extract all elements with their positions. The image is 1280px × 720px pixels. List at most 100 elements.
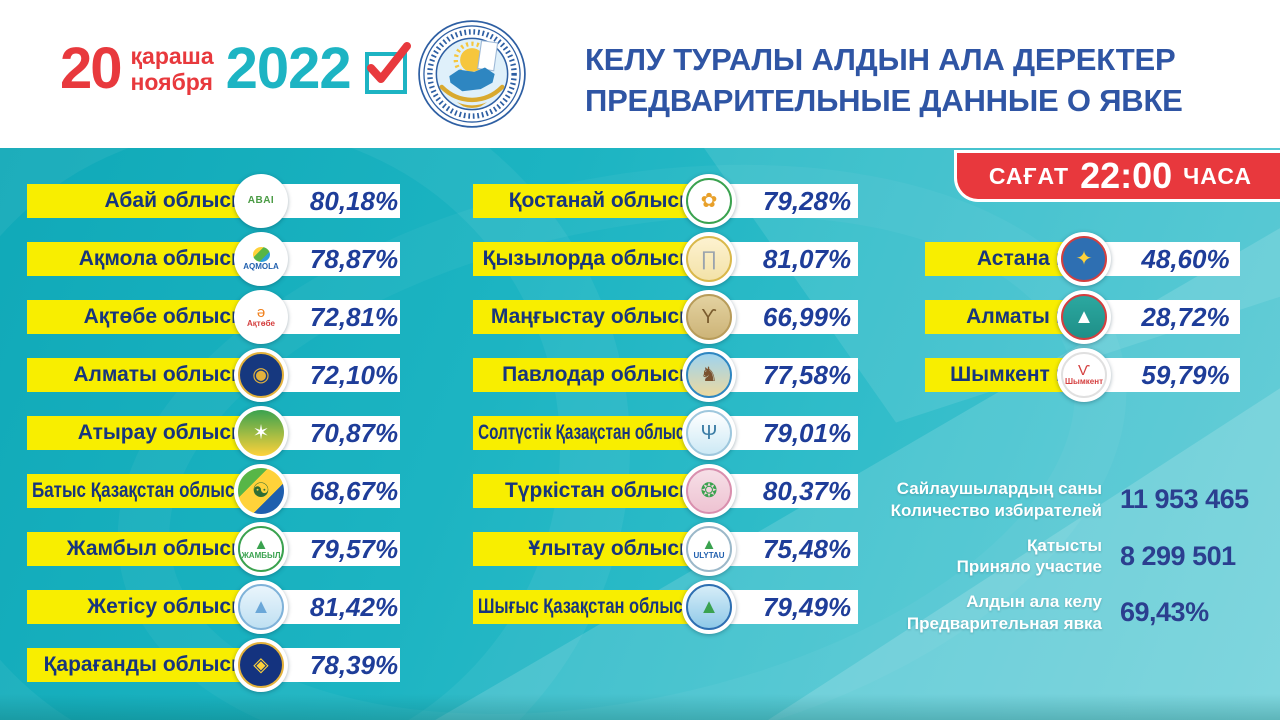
turnout-value: 72,81% bbox=[309, 301, 399, 332]
region-row: Шымкент қ. 59,79% Ѵ Шымкент bbox=[925, 348, 1240, 402]
time-badge: САҒАТ 22:00 ЧАСА bbox=[953, 150, 1280, 202]
region-name-label: Маңғыстау облысы bbox=[490, 305, 697, 328]
region-name-label: Абай облысы bbox=[104, 189, 249, 212]
turnout-value: 80,18% bbox=[309, 185, 399, 216]
date-month-kk: қараша bbox=[130, 43, 214, 69]
header-band: 20 қараша ноября 2022 bbox=[0, 0, 1280, 148]
shymkent-city-emblem: Ѵ Шымкент bbox=[1057, 348, 1111, 402]
turnout-value-bar: 77,58% bbox=[710, 358, 858, 392]
kostanay-region-emblem: ✿ bbox=[682, 174, 736, 228]
stat-value: 8 299 501 bbox=[1120, 540, 1236, 571]
turnout-value-bar: 79,49% bbox=[710, 590, 858, 624]
turnout-value: 78,39% bbox=[309, 649, 399, 680]
turnout-value: 81,07% bbox=[762, 243, 852, 274]
turnout-value: 79,01% bbox=[762, 417, 852, 448]
east-kazakhstan-region-emblem: ▲ bbox=[682, 580, 736, 634]
ballot-checkbox-icon bbox=[364, 42, 411, 94]
cities-column: Астана қ. 48,60% ✦ Алматы қ. 28,72% ▲ Шы… bbox=[925, 232, 1240, 416]
region-name-bar: Қостанай облысы bbox=[473, 184, 710, 218]
zhambyl-region-emblem: ▲ ЖАМБЫЛ bbox=[234, 522, 288, 576]
aktobe-region-emblem: ә Ақтөбе bbox=[234, 290, 288, 344]
date-month-ru: ноября bbox=[130, 69, 213, 95]
region-row: Қостанай облысы 79,28% ✿ bbox=[473, 174, 858, 228]
region-row: Маңғыстау облысы 66,99% ϒ bbox=[473, 290, 858, 344]
region-name-bar: Түркістан облысы bbox=[473, 474, 710, 508]
region-name-bar: Ұлытау облысы bbox=[473, 532, 710, 566]
turnout-value: 66,99% bbox=[762, 301, 852, 332]
region-name-bar: Қызылорда облысы bbox=[473, 242, 710, 276]
region-name-label: Қызылорда облысы bbox=[482, 247, 697, 270]
region-row: Астана қ. 48,60% ✦ bbox=[925, 232, 1240, 286]
region-name-label: Қостанай облысы bbox=[508, 189, 697, 212]
date-year: 2022 bbox=[225, 36, 352, 101]
region-name-bar: Алматы облысы bbox=[27, 358, 262, 392]
region-row: Алматы облысы 72,10% ◉ bbox=[27, 348, 400, 402]
region-row: Ақтөбе облысы 72,81% ә Ақтөбе bbox=[27, 290, 400, 344]
region-row: Павлодар облысы 77,58% ♞ bbox=[473, 348, 858, 402]
region-row: Батыс Қазақстан облысы 68,67% ☯ bbox=[27, 464, 400, 518]
region-row: Абай облысы 80,18% ABAI bbox=[27, 174, 400, 228]
stat-label-kk: Қатысты bbox=[1027, 535, 1102, 555]
turnout-value: 79,49% bbox=[762, 591, 852, 622]
region-name-bar: Ақтөбе облысы bbox=[27, 300, 262, 334]
turnout-value: 77,58% bbox=[762, 359, 852, 390]
region-name-label: Астана қ. bbox=[976, 247, 1072, 270]
region-row: Ұлытау облысы 75,48% ▲ ULYTAU bbox=[473, 522, 858, 576]
west-kazakhstan-region-emblem: ☯ bbox=[234, 464, 288, 518]
region-name-bar: Солтүстік Қазақстан облысы bbox=[473, 416, 710, 450]
pavlodar-region-emblem: ♞ bbox=[682, 348, 736, 402]
turnout-value: 68,67% bbox=[309, 475, 399, 506]
summary-stat-row: Сайлаушылардың саны Количество избирател… bbox=[880, 478, 1254, 522]
turnout-value: 28,72% bbox=[1141, 301, 1230, 332]
region-name-label: Ақтөбе облысы bbox=[83, 305, 249, 328]
turnout-value: 70,87% bbox=[309, 417, 399, 448]
region-name-bar: Жетісу облысы bbox=[27, 590, 262, 624]
summary-stats: Сайлаушылардың саны Количество избирател… bbox=[880, 478, 1254, 648]
kyzylorda-region-emblem: ∏ bbox=[682, 232, 736, 286]
mangystau-region-emblem: ϒ bbox=[682, 290, 736, 344]
turnout-value: 75,48% bbox=[762, 533, 852, 564]
stat-value: 11 953 465 bbox=[1120, 484, 1249, 515]
region-name-bar: Павлодар облысы bbox=[473, 358, 710, 392]
page-title-kk: КЕЛУ ТУРАЛЫ АЛДЫН АЛА ДЕРЕКТЕР bbox=[585, 42, 1176, 77]
time-badge-time: 22:00 bbox=[1080, 155, 1173, 196]
region-row: Ақмола облысы 78,87% AQMOLA bbox=[27, 232, 400, 286]
region-row: Түркістан облысы 80,37% ❂ bbox=[473, 464, 858, 518]
region-name-bar: Қарағанды облысы bbox=[27, 648, 262, 682]
turnout-value: 81,42% bbox=[309, 591, 399, 622]
turkistan-region-emblem: ❂ bbox=[682, 464, 736, 518]
region-row: Қызылорда облысы 81,07% ∏ bbox=[473, 232, 858, 286]
region-name-label: Түркістан облысы bbox=[504, 479, 697, 502]
region-row: Қарағанды облысы 78,39% ◈ bbox=[27, 638, 400, 692]
summary-stat-row: Алдын ала келу Предварительная явка 69,4… bbox=[880, 591, 1254, 635]
zhetisu-region-emblem: ▲ bbox=[234, 580, 288, 634]
region-name-bar: Батыс Қазақстан облысы bbox=[27, 474, 262, 508]
almaty-region-emblem: ◉ bbox=[234, 348, 288, 402]
stat-label-kk: Алдын ала келу bbox=[966, 592, 1102, 611]
atyrau-region-emblem: ✶ bbox=[234, 406, 288, 460]
turnout-value-bar: 81,07% bbox=[710, 242, 858, 276]
region-name-label: Алматы облысы bbox=[73, 363, 249, 386]
stat-label-ru: Количество избирателей bbox=[890, 500, 1102, 520]
region-row: Алматы қ. 28,72% ▲ bbox=[925, 290, 1240, 344]
abai-region-emblem: ABAI bbox=[234, 174, 288, 228]
turnout-value-bar: 66,99% bbox=[710, 300, 858, 334]
cec-kazakhstan-emblem-icon bbox=[418, 20, 526, 128]
region-name-label: Шығыс Қазақстан облысы bbox=[478, 595, 697, 618]
page-title-ru: ПРЕДВАРИТЕЛЬНЫЕ ДАННЫЕ О ЯВКЕ bbox=[585, 83, 1183, 118]
region-name-label: Солтүстік Қазақстан облысы bbox=[477, 421, 697, 444]
region-name-label: Жамбыл облысы bbox=[66, 537, 249, 560]
aqmola-region-emblem: AQMOLA bbox=[234, 232, 288, 286]
main-area: САҒАТ 22:00 ЧАСА Абай облысы 80,18% ABAI… bbox=[0, 148, 1280, 720]
region-name-label: Атырау облысы bbox=[77, 421, 249, 444]
region-name-label: Павлодар облысы bbox=[502, 363, 697, 386]
region-row: Атырау облысы 70,87% ✶ bbox=[27, 406, 400, 460]
turnout-value-bar: 78,39% bbox=[262, 648, 400, 682]
date-day: 20 bbox=[60, 36, 122, 101]
region-name-label: Алматы қ. bbox=[966, 305, 1072, 328]
turnout-value: 59,79% bbox=[1141, 359, 1230, 390]
turnout-value: 78,87% bbox=[309, 243, 399, 274]
region-row: Шығыс Қазақстан облысы 79,49% ▲ bbox=[473, 580, 858, 634]
region-row: Жамбыл облысы 79,57% ▲ ЖАМБЫЛ bbox=[27, 522, 400, 576]
region-name-label: Ақмола облысы bbox=[78, 247, 249, 270]
